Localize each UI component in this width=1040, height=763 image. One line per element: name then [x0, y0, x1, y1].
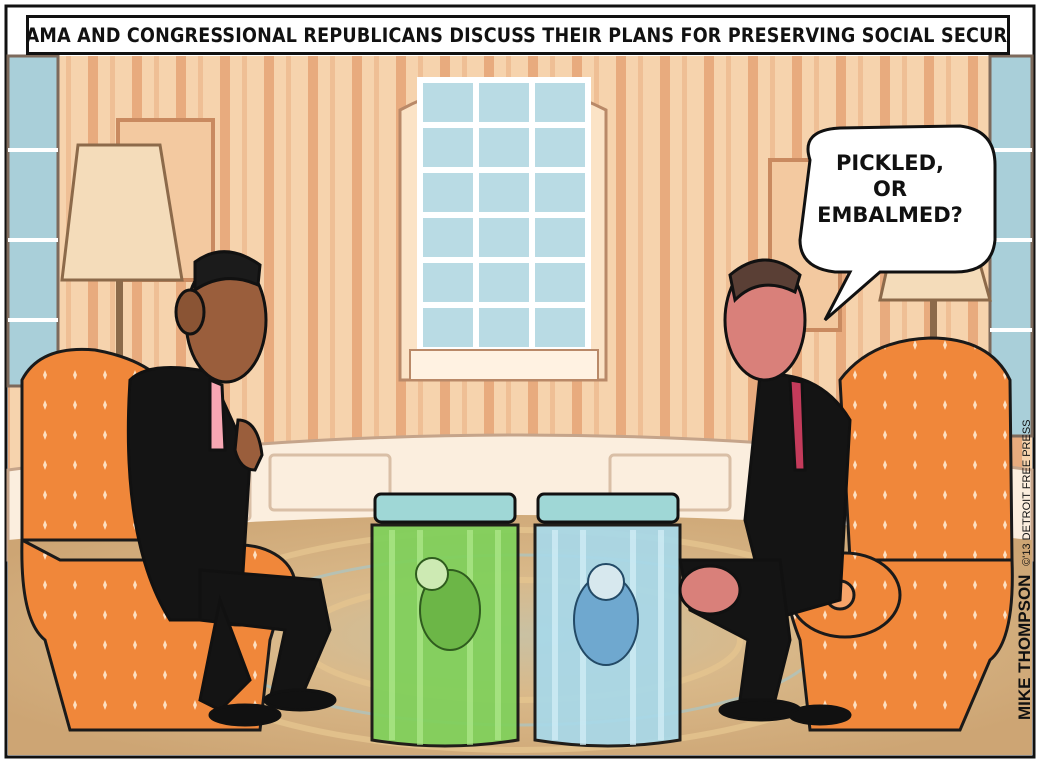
- left-seated-figure: [126, 250, 337, 727]
- caption-title: OBAMA AND CONGRESSIONAL REPUBLICANS DISC…: [26, 15, 1010, 55]
- speech-line-3: EMBALMED?: [817, 203, 963, 227]
- speech-bubble: [798, 124, 997, 322]
- speech-line-1: PICKLED,: [835, 151, 945, 175]
- right-seated-figure: [678, 258, 852, 726]
- artist-signature: MIKE THOMPSON ©'13 DETROIT FREE PRESS: [1015, 419, 1035, 720]
- signature-name: MIKE THOMPSON: [1015, 574, 1034, 720]
- speech-bubble-text: PICKLED, OR EMBALMED?: [800, 150, 980, 228]
- green-jar: [370, 492, 520, 748]
- copyright-credit: ©'13 DETROIT FREE PRESS: [1021, 419, 1033, 566]
- blue-jar: [533, 492, 682, 748]
- left-lamp: [60, 143, 184, 400]
- speech-line-2: OR: [872, 177, 908, 201]
